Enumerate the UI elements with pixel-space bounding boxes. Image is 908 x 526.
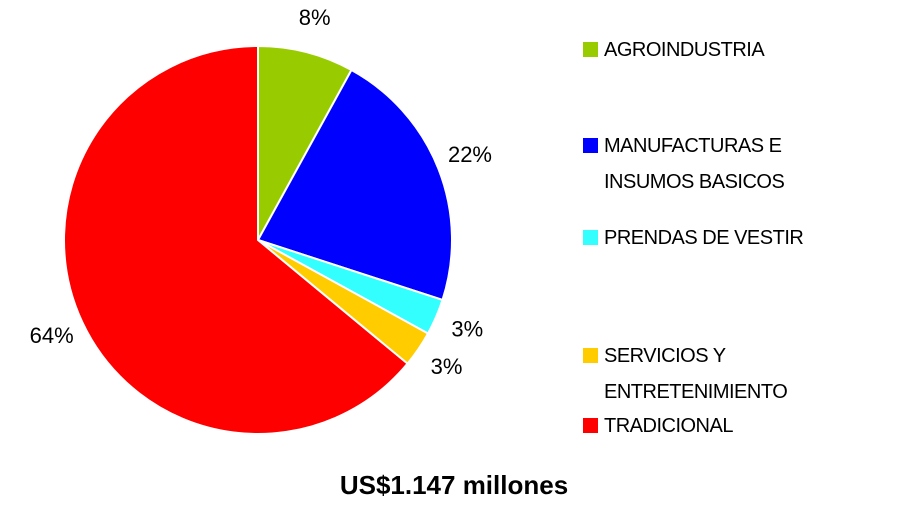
legend-swatch — [583, 138, 598, 153]
legend-entry: MANUFACTURAS E INSUMOS BASICOS — [583, 128, 785, 200]
pie-slice — [257, 44, 353, 241]
legend-entry: TRADICIONAL — [583, 408, 733, 444]
legend-swatch — [583, 42, 598, 57]
legend-label: PRENDAS DE VESTIR — [604, 227, 804, 249]
pie-slice — [63, 44, 409, 435]
legend-swatch — [583, 230, 598, 245]
legend-swatch — [583, 348, 598, 363]
data-label: 3% — [451, 316, 483, 341]
legend-swatch — [583, 418, 598, 433]
pie-slice — [256, 68, 453, 302]
legend-label: AGROINDUSTRIA — [604, 39, 765, 61]
legend-label: MANUFACTURAS E INSUMOS BASICOS — [604, 135, 785, 193]
data-label: 8% — [299, 5, 331, 30]
legend-entry: PRENDAS DE VESTIR — [583, 220, 804, 256]
legend-entry: AGROINDUSTRIA — [583, 32, 765, 68]
legend-entry: SERVICIOS Y ENTRETENIMIENTO — [583, 338, 788, 410]
data-label: 64% — [30, 323, 74, 348]
data-label: 22% — [448, 142, 492, 167]
legend-label: TRADICIONAL — [604, 415, 733, 437]
legend-label: SERVICIOS Y ENTRETENIMIENTO — [604, 345, 788, 403]
data-label: 3% — [431, 354, 463, 379]
chart-title: US$1.147 millones — [339, 470, 569, 500]
